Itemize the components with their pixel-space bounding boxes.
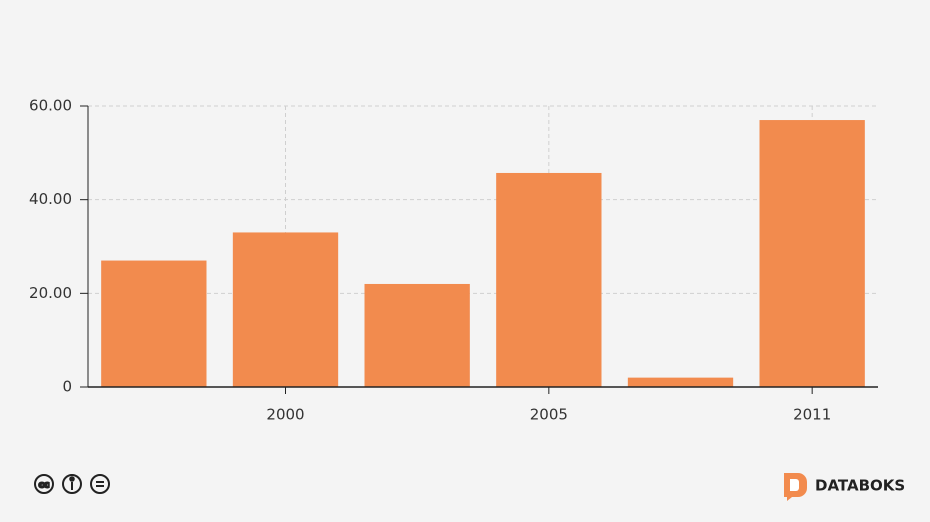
svg-text:cc: cc bbox=[39, 481, 50, 491]
x-tick-label: 2000 bbox=[266, 406, 304, 424]
brand-name: DATABOKS bbox=[815, 477, 905, 495]
license-icons: cc bbox=[34, 474, 110, 494]
bar bbox=[101, 260, 207, 387]
bar bbox=[232, 232, 339, 387]
x-tick-label: 2011 bbox=[793, 406, 831, 424]
bar bbox=[759, 120, 865, 388]
y-tick-label: 20.00 bbox=[29, 284, 72, 302]
x-tick-label: 2005 bbox=[530, 406, 568, 424]
y-tick-label: 40.00 bbox=[29, 190, 72, 208]
y-tick-label: 0 bbox=[62, 378, 72, 396]
bar bbox=[627, 377, 734, 387]
bar bbox=[496, 172, 602, 387]
brand-logo bbox=[784, 473, 807, 501]
bar bbox=[364, 283, 470, 387]
y-tick-label: 60.00 bbox=[29, 97, 72, 115]
